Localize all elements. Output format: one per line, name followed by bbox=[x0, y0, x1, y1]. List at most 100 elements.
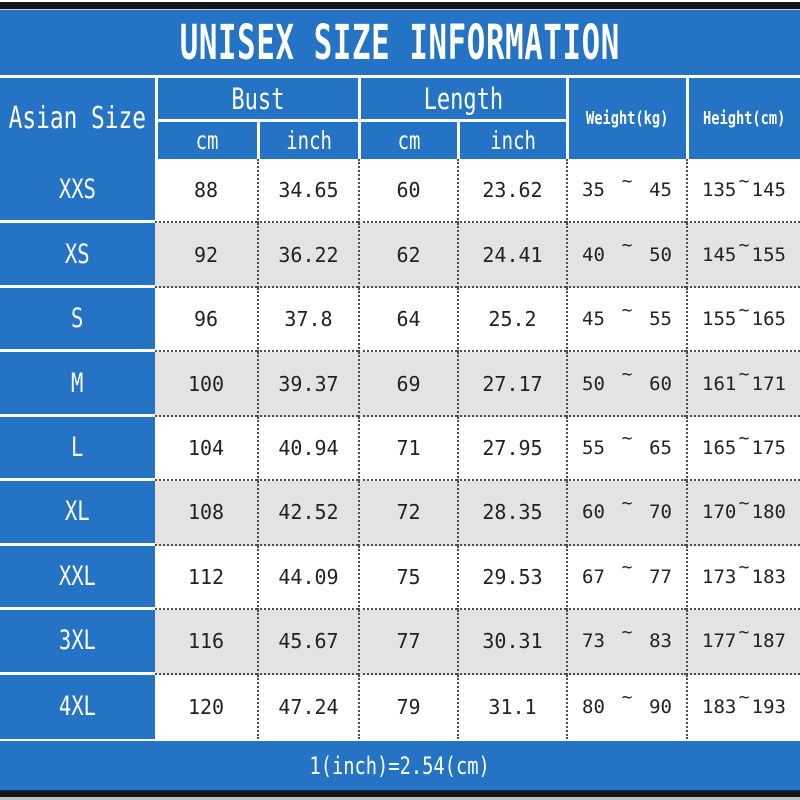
table-row: XL 108 42.52 72 28.35 60 ~ 70 170 ~ 180 bbox=[0, 481, 800, 546]
size-label-cell: L bbox=[0, 416, 155, 482]
header-weight-label: Weight(kg) bbox=[586, 108, 669, 129]
header-bust-group: Bust bbox=[155, 78, 358, 122]
height-min: 145 bbox=[702, 243, 737, 266]
bust-cm-cell: 116 bbox=[155, 610, 257, 675]
height-min: 173 bbox=[702, 565, 737, 588]
table-row: XXS 88 34.65 60 23.62 35 ~ 45 135 ~ 145 bbox=[0, 159, 800, 224]
tilde-icon: ~ bbox=[738, 428, 750, 450]
footer-band: 1(inch)=2.54(cm) bbox=[0, 739, 800, 790]
tilde-icon: ~ bbox=[621, 557, 633, 579]
size-label-cell: XL bbox=[0, 481, 155, 546]
weight-max: 50 bbox=[649, 243, 672, 266]
weight-range-cell: 55 ~ 65 bbox=[566, 416, 686, 482]
header-bust-inch-label: inch bbox=[286, 126, 332, 155]
bust-cm-cell: 88 bbox=[155, 159, 257, 224]
table-row: XS 92 36.22 62 24.41 40 ~ 50 145 ~ 155 bbox=[0, 223, 800, 288]
tilde-icon: ~ bbox=[738, 621, 750, 643]
size-label: 3XL bbox=[58, 625, 97, 657]
size-label: XXS bbox=[58, 174, 97, 206]
size-label-cell: M bbox=[0, 352, 155, 417]
weight-max: 65 bbox=[649, 436, 672, 459]
header-length-label: Length bbox=[423, 81, 504, 116]
size-label: XS bbox=[65, 238, 90, 270]
weight-min: 67 bbox=[582, 565, 605, 588]
weight-max: 60 bbox=[649, 372, 672, 395]
height-min: 135 bbox=[702, 179, 737, 202]
height-min: 155 bbox=[702, 308, 737, 331]
tilde-icon: ~ bbox=[621, 492, 633, 514]
tilde-icon: ~ bbox=[621, 621, 633, 643]
length-cm-cell: 69 bbox=[358, 352, 457, 417]
length-cm-cell: 60 bbox=[358, 159, 457, 224]
length-inch-cell: 31.1 bbox=[457, 674, 566, 739]
bust-inch-cell: 39.37 bbox=[257, 352, 358, 417]
weight-min: 60 bbox=[582, 501, 605, 524]
length-inch-cell: 23.62 bbox=[457, 159, 566, 224]
table-row: 3XL 116 45.67 77 30.31 73 ~ 83 177 ~ 187 bbox=[0, 610, 800, 675]
weight-range-cell: 80 ~ 90 bbox=[566, 674, 686, 739]
weight-range-cell: 67 ~ 77 bbox=[566, 545, 686, 611]
tilde-icon: ~ bbox=[621, 235, 633, 257]
tilde-icon: ~ bbox=[621, 299, 633, 321]
weight-max: 90 bbox=[649, 695, 672, 718]
height-range-cell: 135 ~ 145 bbox=[686, 159, 800, 224]
table-row: L 104 40.94 71 27.95 55 ~ 65 165 ~ 175 bbox=[0, 416, 800, 482]
height-max: 171 bbox=[751, 372, 786, 395]
size-label-cell: XXL bbox=[0, 545, 155, 611]
header-length-inch: inch bbox=[457, 122, 566, 159]
length-cm-cell: 64 bbox=[358, 287, 457, 353]
bottom-border-bar bbox=[0, 790, 800, 800]
weight-min: 80 bbox=[582, 695, 605, 718]
conversion-note: 1(inch)=2.54(cm) bbox=[309, 751, 491, 780]
height-range-cell: 161 ~ 171 bbox=[686, 352, 800, 417]
page-title: UNISEX SIZE INFORMATION bbox=[179, 14, 621, 71]
weight-range-cell: 40 ~ 50 bbox=[566, 223, 686, 288]
size-label-cell: 3XL bbox=[0, 610, 155, 675]
size-label-cell: XXS bbox=[0, 159, 155, 224]
tilde-icon: ~ bbox=[621, 428, 633, 450]
weight-range-cell: 73 ~ 83 bbox=[566, 610, 686, 675]
tilde-icon: ~ bbox=[738, 235, 750, 257]
header-bust-label: Bust bbox=[231, 81, 285, 116]
size-label: S bbox=[71, 303, 84, 335]
height-max: 193 bbox=[751, 695, 786, 718]
bust-cm-cell: 104 bbox=[155, 417, 257, 482]
height-range-cell: 165 ~ 175 bbox=[686, 416, 800, 482]
header-bust-inch: inch bbox=[257, 122, 358, 159]
size-label: L bbox=[71, 431, 84, 463]
length-cm-cell: 62 bbox=[358, 223, 457, 288]
height-range-cell: 183 ~ 193 bbox=[686, 674, 800, 739]
table-body: XXS 88 34.65 60 23.62 35 ~ 45 135 ~ 145 … bbox=[0, 159, 800, 739]
size-label: XL bbox=[65, 496, 90, 528]
tilde-icon: ~ bbox=[621, 364, 633, 386]
size-label: XXL bbox=[58, 560, 97, 592]
height-range-cell: 170 ~ 180 bbox=[686, 481, 800, 546]
bust-cm-cell: 96 bbox=[155, 288, 257, 353]
length-cm-cell: 79 bbox=[358, 674, 457, 739]
height-max: 175 bbox=[751, 436, 786, 459]
header-height: Height(cm) bbox=[686, 78, 800, 159]
length-cm-cell: 77 bbox=[358, 610, 457, 675]
bust-inch-cell: 40.94 bbox=[257, 416, 358, 482]
bust-inch-cell: 37.8 bbox=[257, 287, 358, 353]
weight-range-cell: 45 ~ 55 bbox=[566, 287, 686, 353]
length-cm-cell: 71 bbox=[358, 416, 457, 482]
table-header: Asian Size Bust Length Weight(kg) Height… bbox=[0, 78, 800, 159]
weight-min: 35 bbox=[582, 179, 605, 202]
height-min: 165 bbox=[702, 436, 737, 459]
height-range-cell: 145 ~ 155 bbox=[686, 223, 800, 288]
height-min: 170 bbox=[702, 501, 737, 524]
weight-max: 45 bbox=[649, 179, 672, 202]
length-inch-cell: 30.31 bbox=[457, 610, 566, 675]
bust-cm-cell: 92 bbox=[155, 223, 257, 288]
weight-min: 73 bbox=[582, 630, 605, 653]
size-label: M bbox=[71, 367, 84, 399]
header-asian-size: Asian Size bbox=[0, 78, 155, 159]
weight-range-cell: 50 ~ 60 bbox=[566, 352, 686, 417]
tilde-icon: ~ bbox=[738, 557, 750, 579]
tilde-icon: ~ bbox=[621, 170, 633, 192]
bust-cm-cell: 100 bbox=[155, 352, 257, 417]
header-bust-cm: cm bbox=[155, 122, 257, 159]
height-min: 161 bbox=[702, 372, 737, 395]
